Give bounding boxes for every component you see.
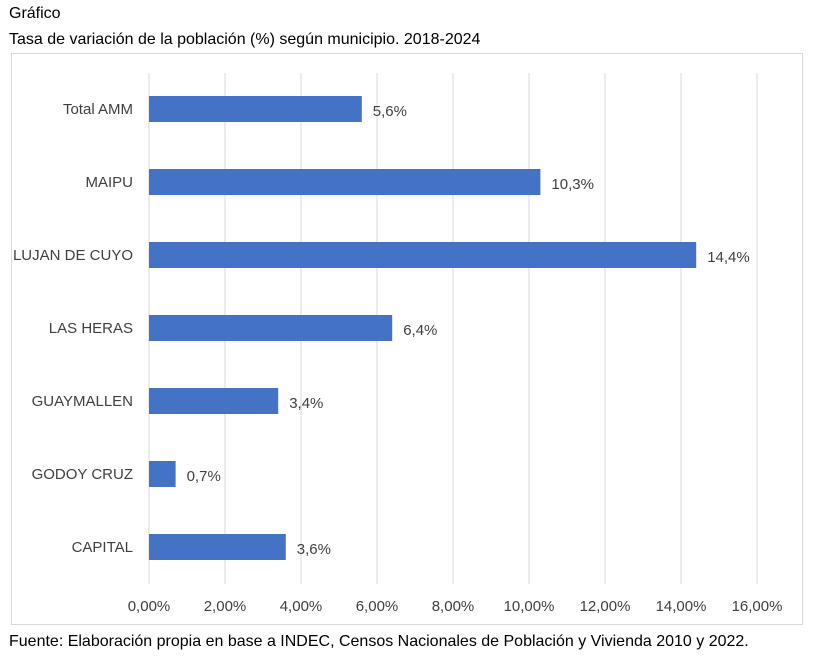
bar: [149, 534, 286, 560]
bar: [149, 315, 393, 341]
data-label: 10,3%: [551, 176, 594, 193]
figure-label: Gráfico: [9, 5, 61, 22]
bar: [149, 242, 697, 268]
x-tick-label: 0,00%: [128, 598, 171, 615]
category-label: LUJAN DE CUYO: [13, 247, 133, 264]
category-label: GODOY CRUZ: [32, 466, 133, 483]
data-label: 3,4%: [289, 395, 323, 412]
x-tick-label: 16,00%: [732, 598, 783, 615]
chart-title: Tasa de variación de la población (%) se…: [9, 31, 481, 48]
bar: [149, 169, 541, 195]
bar: [149, 388, 279, 414]
category-label: MAIPU: [85, 174, 133, 191]
data-label: 6,4%: [403, 322, 437, 339]
data-label: 3,6%: [297, 541, 331, 558]
category-label: GUAYMALLEN: [32, 393, 133, 410]
x-tick-label: 12,00%: [580, 598, 631, 615]
bar: [149, 96, 362, 122]
category-label: CAPITAL: [72, 539, 133, 556]
x-tick-label: 8,00%: [432, 598, 475, 615]
category-label: Total AMM: [63, 101, 133, 118]
source-note: Fuente: Elaboración propia en base a IND…: [9, 633, 749, 650]
chart-frame: [11, 53, 803, 625]
data-label: 0,7%: [187, 468, 221, 485]
x-tick-label: 2,00%: [204, 598, 247, 615]
bars: [149, 96, 697, 560]
x-tick-label: 10,00%: [504, 598, 555, 615]
data-label: 5,6%: [373, 103, 407, 120]
data-label: 14,4%: [707, 249, 750, 266]
category-label: LAS HERAS: [49, 320, 133, 337]
x-tick-label: 6,00%: [356, 598, 399, 615]
labels: 0,00% 2,00% 4,00% 6,00% 8,00% 10,00% 12,00% 14,…: [13, 101, 782, 615]
x-tick-label: 14,00%: [656, 598, 707, 615]
bar: [149, 461, 176, 487]
x-tick-label: 4,00%: [280, 598, 323, 615]
